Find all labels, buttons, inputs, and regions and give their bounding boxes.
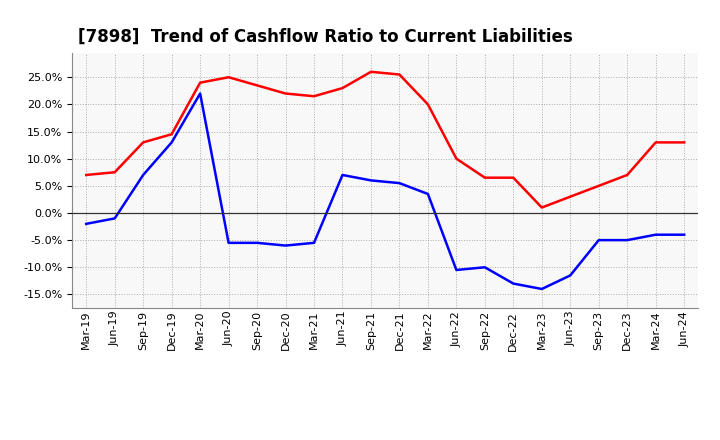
Operating CF to Current Liabilities [680,140,688,145]
Operating CF to Current Liabilities [110,169,119,175]
Free CF to Current Liabilities [652,232,660,237]
Operating CF to Current Liabilities [366,69,375,74]
Free CF to Current Liabilities [110,216,119,221]
Operating CF to Current Liabilities [253,83,261,88]
Operating CF to Current Liabilities [595,183,603,188]
Free CF to Current Liabilities [509,281,518,286]
Operating CF to Current Liabilities [167,132,176,137]
Operating CF to Current Liabilities [338,85,347,91]
Free CF to Current Liabilities [139,172,148,178]
Free CF to Current Liabilities [423,191,432,197]
Operating CF to Current Liabilities [282,91,290,96]
Operating CF to Current Liabilities [480,175,489,180]
Operating CF to Current Liabilities [652,140,660,145]
Free CF to Current Liabilities [253,240,261,246]
Free CF to Current Liabilities [366,178,375,183]
Operating CF to Current Liabilities [623,172,631,178]
Free CF to Current Liabilities [82,221,91,227]
Operating CF to Current Liabilities [423,102,432,107]
Operating CF to Current Liabilities [196,80,204,85]
Free CF to Current Liabilities [338,172,347,178]
Operating CF to Current Liabilities [452,156,461,161]
Free CF to Current Liabilities [282,243,290,248]
Free CF to Current Liabilities [595,238,603,243]
Operating CF to Current Liabilities [566,194,575,199]
Text: [7898]  Trend of Cashflow Ratio to Current Liabilities: [7898] Trend of Cashflow Ratio to Curren… [78,28,573,46]
Operating CF to Current Liabilities [225,75,233,80]
Operating CF to Current Liabilities [310,94,318,99]
Free CF to Current Liabilities [680,232,688,237]
Operating CF to Current Liabilities [537,205,546,210]
Free CF to Current Liabilities [623,238,631,243]
Line: Free CF to Current Liabilities: Free CF to Current Liabilities [86,94,684,289]
Operating CF to Current Liabilities [82,172,91,178]
Free CF to Current Liabilities [395,180,404,186]
Free CF to Current Liabilities [480,264,489,270]
Free CF to Current Liabilities [452,268,461,273]
Free CF to Current Liabilities [310,240,318,246]
Operating CF to Current Liabilities [139,140,148,145]
Free CF to Current Liabilities [167,140,176,145]
Line: Operating CF to Current Liabilities: Operating CF to Current Liabilities [86,72,684,208]
Operating CF to Current Liabilities [395,72,404,77]
Free CF to Current Liabilities [225,240,233,246]
Free CF to Current Liabilities [196,91,204,96]
Operating CF to Current Liabilities [509,175,518,180]
Free CF to Current Liabilities [566,273,575,278]
Free CF to Current Liabilities [537,286,546,292]
